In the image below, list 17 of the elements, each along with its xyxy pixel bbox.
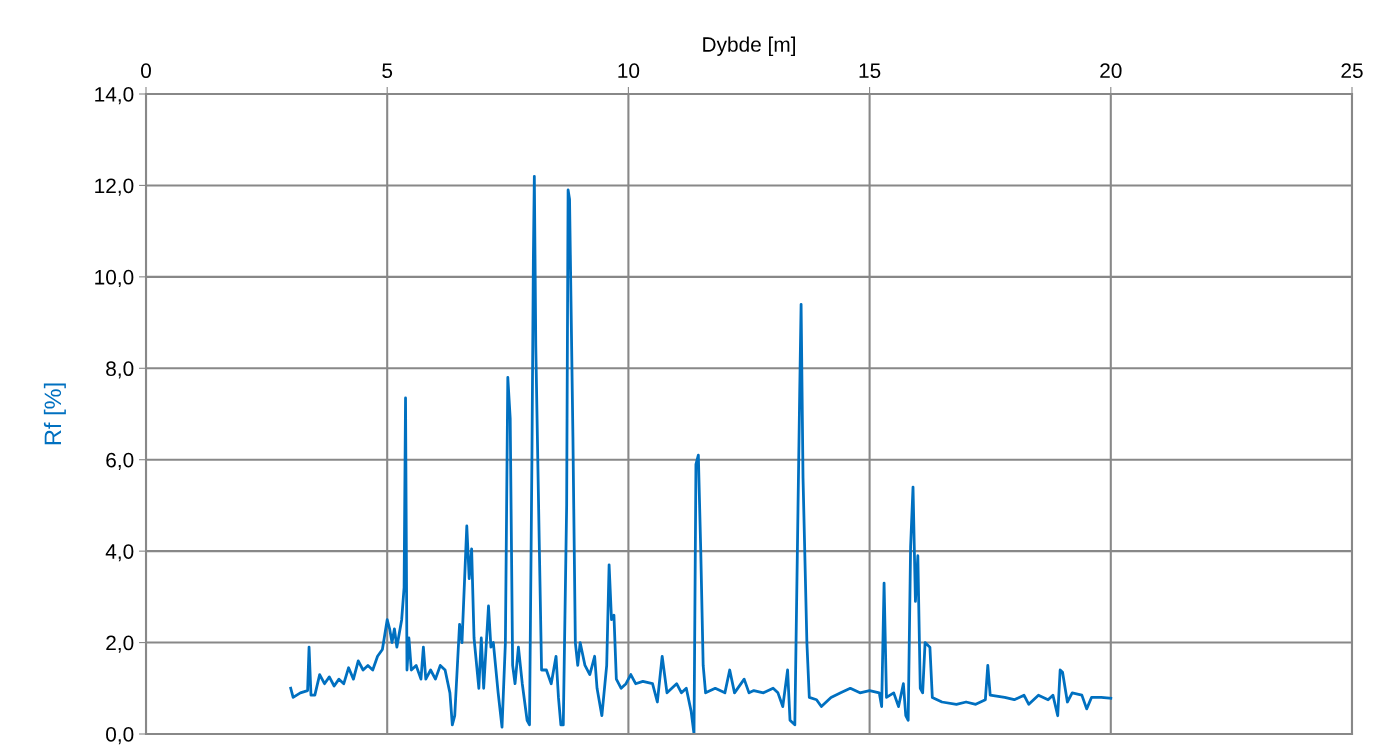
- y-tick-label: 2,0: [106, 635, 134, 653]
- line-series: [289, 174, 1113, 734]
- y-axis-title: Rf [%]: [43, 383, 66, 445]
- y-tick-label: 12,0: [95, 178, 134, 196]
- y-tick-label: 8,0: [106, 361, 134, 379]
- x-axis-title: Dybde [m]: [703, 36, 795, 56]
- x-tick-label: 5: [382, 63, 393, 79]
- y-tick-label: 6,0: [106, 452, 134, 470]
- x-tick-label: 20: [1100, 63, 1122, 79]
- x-tick-label: 25: [1341, 63, 1363, 79]
- x-tick-label: 10: [618, 63, 640, 79]
- y-tick-label: 14,0: [95, 87, 134, 105]
- y-tick-label: 10,0: [95, 269, 134, 288]
- x-tick-label: 0: [141, 63, 151, 79]
- y-tick-label: 0,0: [106, 727, 134, 745]
- x-tick-label: 15: [859, 63, 881, 79]
- y-tick-label: 4,0: [105, 544, 134, 562]
